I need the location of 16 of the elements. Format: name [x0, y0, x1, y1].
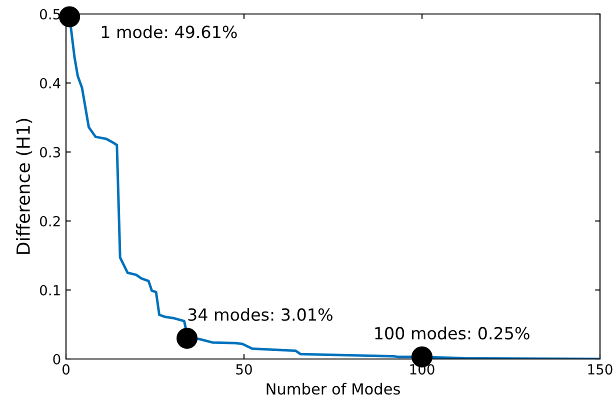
y-tick-label: 0.1 [40, 284, 60, 296]
annotation: 100 modes: 0.25% [375, 326, 530, 340]
y-tick-label: 0.5 [40, 8, 60, 20]
y-tick-label: 0 [53, 354, 60, 364]
x-tick-label: 50 [236, 364, 252, 375]
point [59, 6, 80, 28]
x-tick-label: 150 [588, 364, 612, 375]
y-tick-label: 0.2 [40, 216, 60, 226]
x-tick-label: 0 [62, 364, 70, 375]
point [176, 328, 198, 349]
y-tick-label: 0.4 [40, 78, 60, 88]
y-axis-title: Difference (H1) [16, 118, 32, 254]
x-axis-title: Number of Modes [266, 382, 400, 395]
annotation: 34 modes: 3.01% [188, 308, 332, 321]
y-tick-label: 0.3 [40, 146, 60, 158]
annotation: 1 mode: 49.61% [102, 25, 237, 38]
